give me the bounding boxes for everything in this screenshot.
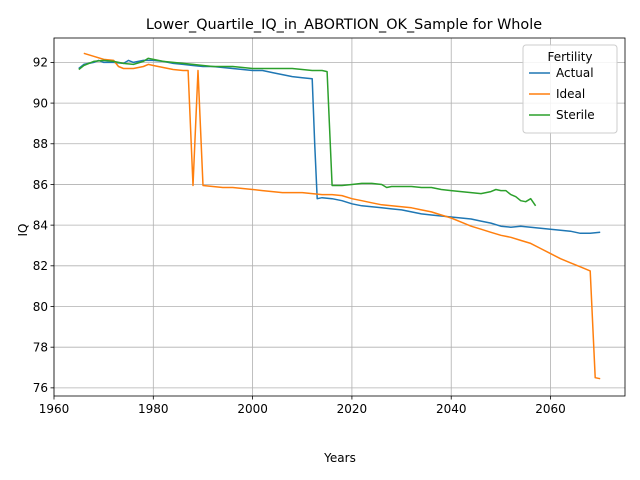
y-tick-label: 78 [33,340,48,354]
x-tick-label: 1960 [39,402,70,416]
y-tick-label: 90 [33,96,48,110]
chart-title: Lower_Quartile_IQ_in_ABORTION_OK_Sample … [146,17,542,33]
y-tick-label: 86 [33,178,48,192]
x-tick-label: 2060 [535,402,566,416]
y-tick-label: 82 [33,259,48,273]
x-tick-label: 2000 [237,402,268,416]
series-line-sterile [78,57,537,207]
series-layer [78,52,601,380]
series-line-actual [78,59,601,235]
legend-label-ideal: Ideal [556,87,585,101]
legend-label-sterile: Sterile [556,108,595,122]
x-tick-label: 2040 [436,402,467,416]
y-tick-label: 84 [33,218,48,232]
x-tick-label: 1980 [138,402,169,416]
plot-frame [53,37,626,397]
legend: Fertility Actual Ideal Sterile [522,44,618,134]
y-tick-label: 76 [33,381,48,395]
legend-title: Fertility [547,50,592,64]
ticks: 1960 1980 2000 2020 2040 2060 76 78 80 82 84 86 88 90… [33,56,566,416]
y-tick-label: 88 [33,137,48,151]
y-axis-label: IQ [16,224,30,237]
grid [53,38,625,396]
y-tick-label: 92 [33,56,48,70]
y-tick-label: 80 [33,300,48,314]
legend-label-actual: Actual [556,66,594,80]
x-tick-label: 2020 [337,402,368,416]
series-line-ideal [83,52,601,380]
legend-box [522,44,618,134]
x-axis-label: Years [323,451,356,465]
